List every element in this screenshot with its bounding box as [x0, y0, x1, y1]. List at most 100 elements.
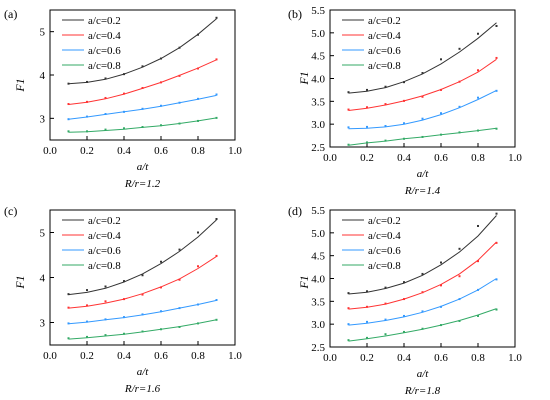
plot-frame [49, 9, 236, 141]
x-tick-label: 0.0 [43, 145, 57, 157]
y-tick-label: 5.0 [311, 28, 325, 40]
data-point [384, 302, 387, 305]
legend-entry: a/c=0.4 [88, 30, 121, 42]
x-tick-label: 0.6 [434, 152, 448, 164]
x-tick-label: 1.0 [508, 352, 522, 364]
data-point [495, 127, 498, 130]
data-point [495, 278, 498, 281]
data-point [477, 288, 479, 291]
x-tick-label: 0.8 [191, 145, 205, 157]
data-point [123, 298, 125, 301]
x-tick-label: 0.2 [360, 152, 374, 164]
series-line-4 [348, 308, 497, 342]
data-point [67, 103, 70, 106]
legend-entry: a/c=0.4 [368, 30, 401, 42]
y-tick-label: 4.5 [311, 251, 325, 263]
data-point [160, 328, 162, 331]
legend-entry: a/c=0.6 [88, 245, 121, 257]
y-tick-label: 4.0 [311, 274, 325, 286]
data-point [160, 310, 162, 313]
legend-entry: a/c=0.6 [88, 45, 121, 57]
data-point [178, 248, 181, 251]
data-point [67, 306, 70, 309]
panel-caption: R/r=1.4 [404, 185, 441, 197]
data-point [141, 293, 144, 296]
panel-label: (b) [288, 7, 302, 21]
x-axis-title: a/t [137, 161, 150, 173]
data-point [347, 307, 350, 310]
series-line-1 [348, 215, 497, 295]
data-point [458, 131, 461, 134]
legend-entry: a/c=0.2 [368, 15, 401, 27]
data-point [86, 304, 88, 307]
legend-entry: a/c=0.8 [88, 60, 121, 72]
x-tick-label: 1.0 [508, 152, 522, 164]
data-point [86, 80, 88, 83]
data-point [477, 129, 479, 132]
y-tick-label: 3 [40, 318, 46, 330]
data-point [67, 82, 70, 85]
data-point [440, 133, 442, 136]
data-point [403, 122, 405, 125]
data-point [366, 141, 368, 144]
legend-entry: a/c=0.6 [368, 45, 401, 57]
x-tick-label: 0.0 [43, 350, 57, 362]
data-point [495, 56, 498, 59]
data-point [197, 303, 199, 306]
x-tick-label: 0.4 [397, 152, 411, 164]
data-point [197, 33, 199, 36]
legend-entry: a/c=0.2 [368, 215, 401, 227]
data-point [347, 143, 350, 146]
data-point [67, 293, 70, 296]
data-point [160, 57, 162, 60]
x-tick-label: 0.6 [434, 352, 448, 364]
data-point [403, 137, 405, 140]
data-point [141, 126, 144, 128]
data-point [347, 108, 350, 111]
data-point [123, 332, 125, 335]
data-point [215, 16, 218, 19]
y-tick-label: 3.0 [311, 119, 325, 131]
data-point [458, 247, 461, 250]
legend-entry: a/c=0.4 [368, 230, 401, 242]
y-tick-label: 5 [40, 27, 46, 39]
data-point [458, 319, 461, 322]
data-point [403, 330, 405, 333]
data-point [215, 218, 218, 220]
data-point [421, 291, 424, 294]
data-point [366, 320, 368, 323]
data-point [215, 318, 218, 321]
data-point [366, 125, 368, 128]
x-tick-label: 0.8 [191, 350, 205, 362]
data-point [421, 117, 424, 120]
data-point [178, 101, 181, 104]
legend-entry: a/c=0.8 [368, 60, 401, 72]
data-point [86, 335, 88, 338]
data-point [67, 322, 70, 325]
data-point [86, 320, 88, 323]
data-point [403, 314, 405, 317]
data-point [86, 115, 88, 118]
data-point [366, 106, 368, 109]
legend-entry: a/c=0.4 [88, 230, 121, 242]
data-point [215, 254, 218, 257]
data-point [215, 93, 218, 96]
data-point [421, 272, 424, 275]
data-point [366, 88, 368, 91]
data-point [141, 274, 144, 277]
legend-entry: a/c=0.8 [368, 260, 401, 272]
data-point [197, 119, 199, 122]
x-tick-label: 0.4 [117, 145, 131, 157]
data-point [123, 316, 125, 319]
y-tick-label: 5 [40, 228, 46, 240]
data-point [197, 322, 199, 325]
legend-entry: a/c=0.2 [88, 15, 121, 27]
data-point [141, 107, 144, 110]
data-point [495, 308, 498, 311]
chart-panel-3: (c) 0.0 0.2 0.4 0.6 0.8 1.0 3 4 5 a/t R/r=1.6 F1 a/c=… [4, 204, 242, 395]
data-point [384, 286, 387, 289]
y-axis-title: F1 [13, 275, 27, 289]
data-point [123, 73, 125, 76]
data-point [197, 97, 199, 100]
